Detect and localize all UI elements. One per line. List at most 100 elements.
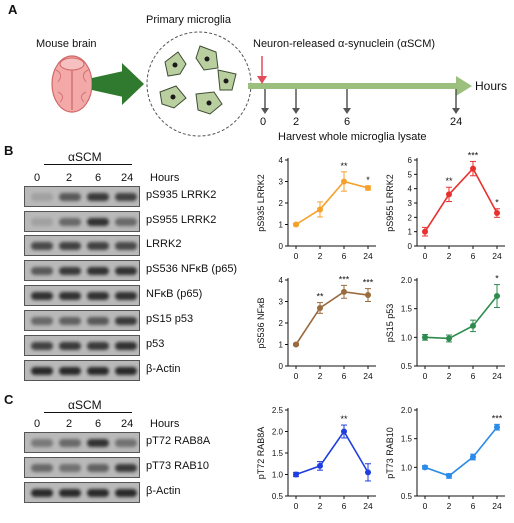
x-tick-label: 6	[471, 371, 476, 381]
x-tick-label: 0	[423, 251, 428, 261]
blot-label-blots_c-2: β-Actin	[146, 485, 181, 497]
blot-band	[31, 267, 53, 275]
y-tick-label: 2.0	[401, 276, 413, 285]
data-point	[494, 210, 500, 217]
x-tick-label: 2	[318, 251, 323, 261]
blot-label-blots_b-5: pS15 p53	[146, 313, 194, 325]
blot-band	[59, 464, 81, 472]
blot-band	[31, 439, 53, 447]
series-line	[424, 426, 498, 477]
y-tick-label: 2.0	[401, 406, 413, 415]
significance-label: *	[366, 175, 370, 185]
significance-label: **	[340, 161, 348, 171]
neuron-released-label: Neuron-released α-synuclein (αSCM)	[253, 38, 436, 50]
y-tick-label: 3	[279, 298, 284, 307]
x-tick-label: 24	[363, 371, 373, 381]
lane-2-b: 2	[66, 172, 73, 184]
y-axis-label: pT72 RAB8A	[256, 427, 266, 480]
blot-band	[31, 317, 53, 325]
x-tick-label: 0	[423, 501, 428, 511]
blot-band	[115, 292, 137, 300]
blot-label-blots_b-1: pS955 LRRK2	[146, 214, 217, 226]
y-tick-label: 0	[279, 362, 284, 371]
data-point	[470, 165, 476, 172]
schematic-drawing	[51, 31, 472, 137]
data-point	[422, 228, 428, 235]
data-point	[317, 304, 323, 311]
lane-0-c: 0	[34, 418, 41, 430]
series-line	[424, 167, 498, 233]
y-tick-label: 0.5	[272, 492, 284, 501]
x-tick-label: 0	[294, 501, 299, 511]
blot-blots_b-0	[24, 186, 140, 207]
data-point	[341, 178, 347, 185]
significance-label: ***	[492, 413, 503, 423]
y-tick-label: 2	[408, 213, 413, 222]
y-tick-label: 1	[279, 341, 284, 350]
y-tick-label: 2.0	[272, 428, 284, 437]
data-point	[341, 428, 347, 435]
blot-blots_b-3	[24, 260, 140, 281]
blot-label-blots_b-3: pS536 NFκB (p65)	[146, 263, 238, 275]
x-tick-label: 24	[492, 251, 502, 261]
y-tick-label: 5	[408, 170, 413, 179]
y-tick-label: 1.5	[401, 435, 413, 444]
y-tick-label: 2	[279, 199, 284, 208]
x-tick-label: 2	[447, 251, 452, 261]
series-line	[295, 430, 369, 476]
blot-band	[115, 342, 137, 350]
blot-blots_c-1	[24, 457, 140, 478]
y-tick-label: 1.0	[401, 463, 413, 472]
y-tick-label: 6	[408, 156, 413, 165]
blot-blots_b-2	[24, 235, 140, 256]
blot-label-blots_b-0: pS935 LRRK2	[146, 189, 217, 201]
blot-band	[31, 242, 53, 250]
data-point	[365, 469, 371, 476]
y-axis-label: pS935 LRRK2	[256, 174, 266, 232]
lane-6-c: 6	[95, 418, 102, 430]
blot-band	[115, 218, 137, 226]
blot-band	[31, 342, 53, 350]
y-tick-label: 1.5	[272, 449, 284, 458]
blot-band	[87, 242, 109, 250]
chart-pt72-rab8a: 0.5 1.0 1.5 2.0 2.5 0 2 6 24 pT72 RAB8A **	[256, 406, 376, 511]
y-tick-label: 0	[279, 242, 284, 251]
data-point	[293, 221, 299, 228]
data-point	[317, 206, 323, 213]
y-tick-label: 2.5	[272, 406, 284, 415]
treatment-bar-c	[44, 412, 132, 413]
lane-0-b: 0	[34, 172, 41, 184]
data-point	[446, 472, 452, 479]
series-line	[295, 180, 369, 226]
lane-24-c: 24	[121, 418, 134, 430]
blot-blots_b-1	[24, 211, 140, 232]
blot-band	[87, 342, 109, 350]
y-tick-label: 1	[279, 221, 284, 230]
panel-letter-a: A	[8, 2, 18, 17]
y-tick-label: 2	[279, 319, 284, 328]
blot-label-blots_c-0: pT72 RAB8A	[146, 435, 211, 447]
blot-band	[87, 489, 109, 497]
data-point	[470, 454, 476, 461]
blot-band	[115, 489, 137, 497]
significance-label: **	[316, 292, 324, 302]
blot-band	[59, 367, 81, 375]
blot-label-blots_b-7: β-Actin	[146, 363, 181, 375]
treatment-bar-b	[44, 164, 132, 165]
blot-band	[59, 317, 81, 325]
blot-band	[115, 439, 137, 447]
timeline-tick-0: 0	[260, 116, 267, 128]
x-tick-label: 6	[342, 251, 347, 261]
blot-band	[59, 267, 81, 275]
y-axis-label: pS15 p53	[385, 304, 395, 343]
blot-band	[115, 242, 137, 250]
lane-24-b: 24	[121, 172, 134, 184]
x-tick-label: 0	[294, 251, 299, 261]
y-tick-label: 0	[408, 242, 413, 251]
series-line	[295, 290, 369, 345]
data-point	[293, 471, 299, 478]
blot-band	[59, 489, 81, 497]
blot-band	[59, 342, 81, 350]
